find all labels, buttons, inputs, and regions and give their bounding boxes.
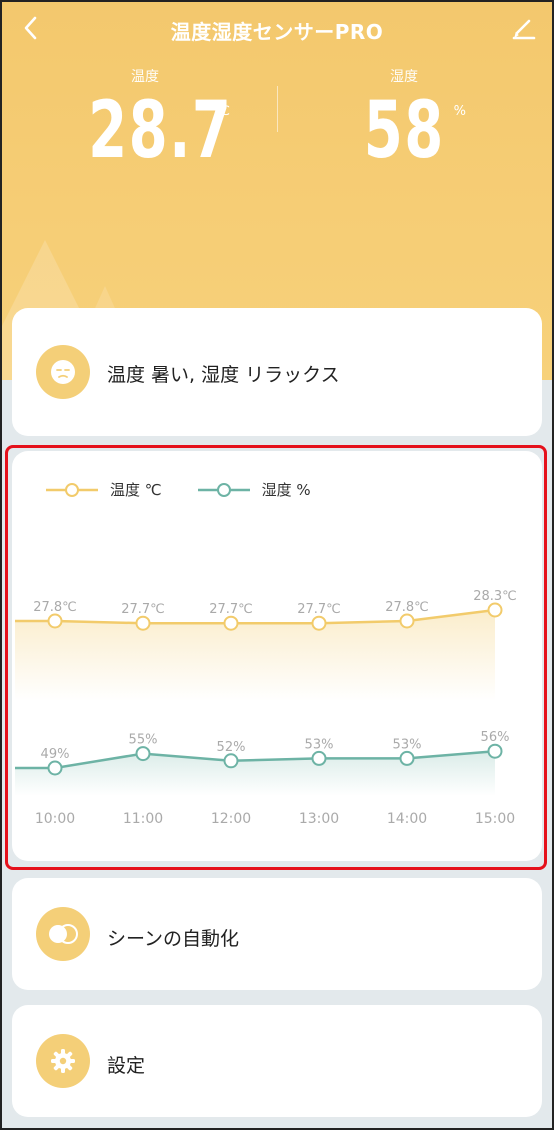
hum-point-10:00 — [47, 760, 63, 776]
back-button[interactable] — [18, 14, 46, 42]
face-icon — [36, 345, 90, 399]
top-bar: 温度湿度センサーPRO — [0, 0, 554, 58]
hum-data-label-11:00: 55% — [129, 733, 158, 748]
hum-data-label-14:00: 53% — [393, 737, 422, 752]
settings-label: 設定 — [107, 1055, 146, 1077]
reading-divider — [277, 86, 278, 132]
gear-icon — [36, 1034, 90, 1088]
hum-data-label-15:00: 56% — [481, 730, 510, 745]
temp-data-label-13:00: 27.7℃ — [297, 602, 341, 617]
temp-point-11:00 — [135, 615, 151, 631]
x-tick-label-14:00: 14:00 — [387, 811, 427, 827]
page-title: 温度湿度センサーPRO — [170, 20, 384, 44]
temperature-value: 28.7 — [88, 86, 233, 176]
legend-temperature-marker — [46, 482, 98, 497]
humidity-unit: % — [453, 104, 466, 119]
hum-data-label-10:00: 49% — [41, 747, 70, 762]
temp-data-label-11:00: 27.7℃ — [121, 602, 165, 617]
temp-data-label-14:00: 27.8℃ — [385, 600, 429, 615]
temp-point-10:00 — [47, 613, 63, 629]
temp-data-label-12:00: 27.7℃ — [209, 602, 253, 617]
temp-data-label-15:00: 28.3℃ — [473, 589, 517, 604]
humidity-value: 58 — [363, 86, 445, 176]
legend-humidity-label: 湿度 % — [261, 481, 311, 499]
temp-point-14:00 — [399, 613, 415, 629]
humidity-reading: 湿度 58 % — [348, 66, 466, 176]
hum-data-label-13:00: 53% — [305, 737, 334, 752]
hum-point-11:00 — [135, 746, 151, 762]
temp-point-13:00 — [311, 615, 327, 631]
hum-point-14:00 — [399, 750, 415, 766]
chart-legend: 温度 ℃ 湿度 % — [46, 479, 347, 500]
temp-area — [15, 610, 495, 701]
legend-humidity-marker — [197, 482, 250, 497]
temperature-unit: ℃ — [215, 104, 230, 119]
hum-point-15:00 — [487, 743, 503, 759]
x-tick-label-11:00: 11:00 — [123, 811, 163, 827]
settings-card[interactable]: 設定 — [12, 1005, 542, 1117]
scene-automation-label: シーンの自動化 — [107, 928, 240, 950]
edit-button[interactable] — [510, 14, 538, 42]
temperature-reading: 温度 28.7 ℃ — [60, 66, 233, 176]
hum-point-13:00 — [311, 750, 327, 766]
x-tick-label-12:00: 12:00 — [211, 811, 251, 827]
hum-data-label-12:00: 52% — [217, 740, 246, 755]
temp-point-15:00 — [487, 602, 503, 618]
legend-humidity[interactable]: 湿度 % — [197, 479, 311, 500]
x-tick-label-10:00: 10:00 — [35, 811, 75, 827]
hum-point-12:00 — [223, 753, 239, 769]
legend-temperature[interactable]: 温度 ℃ — [46, 479, 162, 500]
history-chart-card[interactable]: 27.8℃ 27.7℃ 27.7℃ 27.7℃ 27.8℃ 28.3℃ 49% 55% 52% 5… — [12, 451, 542, 861]
legend-temperature-label: 温度 ℃ — [110, 481, 162, 499]
comfort-status-card: 温度 暑い, 湿度 リラックス — [12, 308, 542, 436]
comfort-status-text: 温度 暑い, 湿度 リラックス — [107, 364, 340, 386]
scene-automation-card[interactable]: シーンの自動化 — [12, 878, 542, 990]
toggle-icon — [36, 907, 90, 961]
temperature-label: 温度 — [131, 69, 159, 85]
chevron-left-icon — [24, 16, 37, 40]
pencil-icon — [512, 19, 536, 40]
x-tick-label-13:00: 13:00 — [299, 811, 339, 827]
history-chart: 27.8℃ 27.7℃ 27.7℃ 27.7℃ 27.8℃ 28.3℃ 49% 55% 52% 5… — [15, 589, 517, 827]
x-tick-label-15:00: 15:00 — [475, 811, 515, 827]
temp-data-label-10:00: 27.8℃ — [33, 600, 77, 615]
temp-point-12:00 — [223, 615, 239, 631]
hum-area — [15, 751, 495, 796]
humidity-label: 湿度 — [390, 69, 418, 85]
